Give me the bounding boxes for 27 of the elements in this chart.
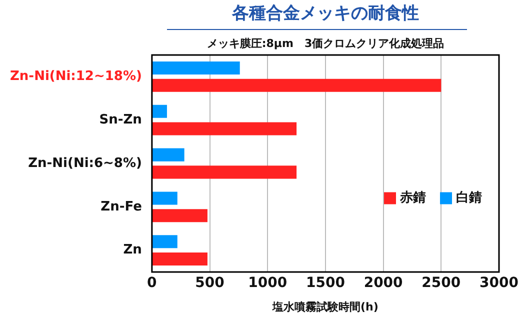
chart-title: 各種合金メッキの耐食性 <box>230 3 419 24</box>
y-tick-label: Zn-Fe <box>100 199 142 214</box>
bar <box>152 122 297 136</box>
x-tick-label: 2000 <box>364 275 404 292</box>
x-tick-label: 1000 <box>248 275 288 292</box>
y-tick-label: Sn-Zn <box>99 112 142 128</box>
bar <box>152 148 184 162</box>
bar <box>152 192 178 205</box>
bar <box>152 104 167 118</box>
bar <box>152 252 208 266</box>
bar <box>152 235 178 248</box>
bar <box>152 78 442 92</box>
bar <box>152 166 297 179</box>
x-tick-label: 500 <box>195 275 225 292</box>
chart-subtitle: メッキ膜圧:8μm 3価クロムクリア化成処理品 <box>206 36 444 50</box>
legend-label: 白錆 <box>456 190 482 206</box>
x-tick-label: 2500 <box>422 275 461 292</box>
bar <box>152 209 208 222</box>
x-tick-label: 1500 <box>306 275 346 292</box>
x-tick-label: 3000 <box>480 275 519 292</box>
x-tick-label: 0 <box>147 275 158 292</box>
x-axis-title: 塩水噴霧試験時間(h) <box>272 300 378 314</box>
bar <box>152 62 240 75</box>
y-tick-label: Zn <box>123 242 142 258</box>
legend-label: 赤錆 <box>399 190 426 206</box>
y-tick-label: Zn-Ni(Ni:6~8%) <box>28 156 142 171</box>
y-tick-label: Zn-Ni(Ni:12~18%) <box>10 69 142 84</box>
